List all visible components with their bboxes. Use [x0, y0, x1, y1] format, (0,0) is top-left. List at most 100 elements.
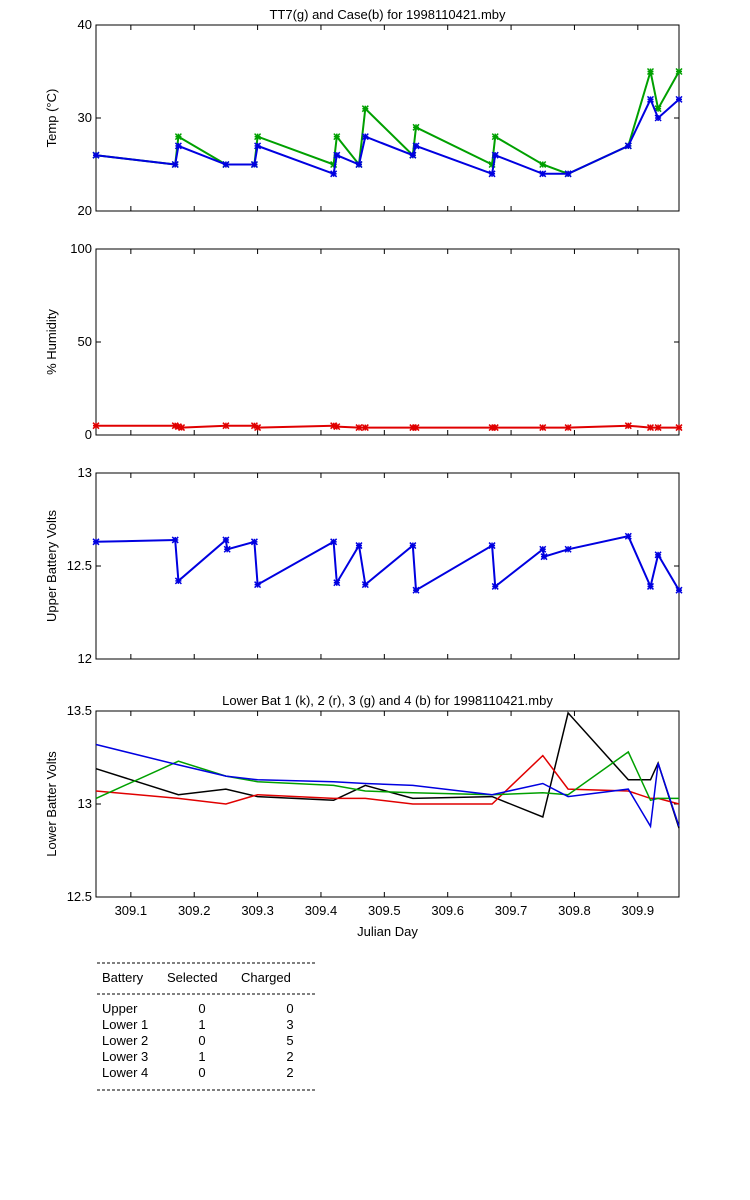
data-point [539, 160, 547, 169]
series-line-2 [95, 754, 680, 805]
data-point [333, 133, 341, 141]
y-tick-label: 0 [85, 427, 92, 442]
data-point [409, 542, 417, 550]
data-point [646, 67, 655, 76]
data-point [254, 581, 262, 589]
data-point [539, 545, 547, 553]
x-tick-label: 309.8 [558, 903, 591, 918]
y-tick-label: 13 [78, 465, 92, 480]
table-header: Selected [167, 970, 218, 985]
data-point [254, 424, 262, 432]
table-cell-charged: 2 [286, 1049, 293, 1064]
x-axis-label: Julian Day [357, 924, 418, 939]
data-point [254, 133, 262, 141]
data-point [174, 577, 182, 585]
data-point [355, 160, 363, 169]
x-tick-label: 309.3 [241, 903, 274, 918]
table-cell-charged: 3 [286, 1017, 293, 1032]
data-point [330, 538, 338, 546]
data-point [222, 536, 230, 544]
data-point [174, 133, 182, 141]
data-point [361, 581, 369, 589]
data-point [361, 424, 369, 432]
y-tick-label: 30 [78, 110, 92, 125]
data-point [171, 536, 179, 544]
table-cell-battery: Lower 1 [102, 1017, 148, 1032]
chart-panel-3: 12 12.5 13 Upper Battery Volts [44, 465, 683, 666]
data-point [412, 586, 420, 594]
table-cell-charged: 0 [286, 1001, 293, 1016]
x-tick-label: 309.9 [622, 903, 655, 918]
chart-title: Lower Bat 1 (k), 2 (r), 3 (g) and 4 (b) … [222, 693, 553, 708]
data-point [333, 579, 341, 587]
series-line-1 [95, 535, 680, 592]
y-axis-label: Temp (°C) [44, 89, 59, 148]
chart-title: TT7(g) and Case(b) for 1998110421.mby [269, 7, 506, 22]
y-axis-label: Upper Battery Volts [44, 510, 59, 622]
table-cell-battery: Lower 3 [102, 1049, 148, 1064]
data-point [491, 151, 499, 159]
y-tick-label: 40 [78, 17, 92, 32]
data-point [92, 538, 100, 546]
data-point [488, 542, 496, 550]
table-cell-charged: 5 [286, 1033, 293, 1048]
data-point [250, 160, 258, 169]
data-point [539, 424, 547, 432]
chart-panel-4: 12.5 13 13.5 309.1 309.2 309.3 309.4 309.5 309.6… [44, 693, 680, 939]
table-row: Lower 3 1 2 [102, 1049, 294, 1064]
data-point [654, 114, 662, 122]
data-point [654, 551, 662, 559]
table-cell-selected: 1 [198, 1049, 205, 1064]
data-point [412, 123, 420, 131]
table-cell-selected: 0 [198, 1033, 205, 1048]
data-point [223, 545, 231, 553]
data-point [361, 133, 369, 141]
data-point [222, 422, 230, 430]
x-tick-label: 309.6 [431, 903, 464, 918]
x-tick-label: 309.1 [115, 903, 148, 918]
data-point [174, 142, 182, 150]
data-point [491, 424, 499, 432]
chart-panel-2: 0 50 100 % Humidity [44, 241, 683, 442]
y-tick-label: 20 [78, 203, 92, 218]
table-cell-battery: Upper [102, 1001, 138, 1016]
table-header: Charged [241, 970, 291, 985]
data-point [333, 423, 341, 431]
data-point [624, 142, 632, 150]
table-row: Lower 2 0 5 [102, 1033, 294, 1048]
data-point [646, 582, 655, 590]
data-point [675, 586, 683, 594]
data-point [412, 142, 420, 150]
y-axis-label: % Humidity [44, 309, 59, 375]
y-tick-label: 100 [70, 241, 92, 256]
y-tick-label: 13 [78, 796, 92, 811]
data-point [254, 142, 262, 150]
x-tick-label: 309.7 [495, 903, 528, 918]
x-tick-label: 309.5 [368, 903, 401, 918]
data-point [488, 170, 496, 178]
data-point [539, 170, 547, 178]
table-cell-selected: 0 [198, 1001, 205, 1016]
series-line-1 [95, 711, 680, 829]
data-point [92, 422, 100, 430]
table-cell-charged: 2 [286, 1065, 293, 1080]
y-tick-label: 13.5 [67, 703, 92, 718]
data-point [624, 532, 632, 540]
data-point [355, 424, 363, 432]
data-point [222, 160, 230, 169]
data-point [564, 424, 572, 432]
data-point [361, 105, 369, 113]
data-point [355, 542, 363, 550]
plot-area [95, 710, 680, 898]
data-point [564, 545, 572, 553]
data-point [491, 133, 499, 141]
data-point [412, 424, 420, 432]
table-cell-selected: 1 [198, 1017, 205, 1032]
data-point [624, 422, 632, 430]
table-row: Lower 1 1 3 [102, 1017, 294, 1032]
table-row: Lower 4 0 2 [102, 1065, 294, 1080]
data-point [646, 424, 655, 432]
y-tick-label: 12.5 [67, 889, 92, 904]
data-point [646, 95, 655, 103]
